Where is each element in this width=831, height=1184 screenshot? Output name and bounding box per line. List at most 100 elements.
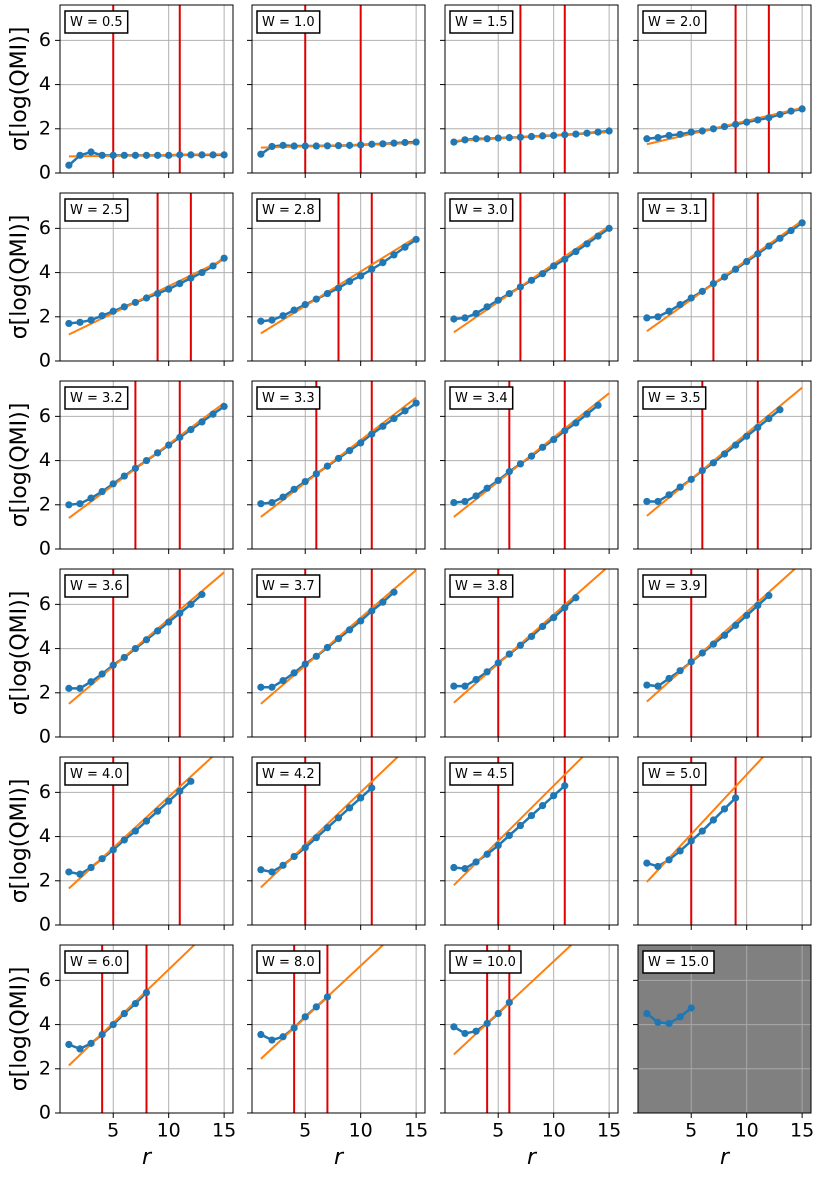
panel: 0 2 4 6 W = 3.6 σ[log(QMI)]: [7, 568, 234, 748]
data-point: [165, 285, 173, 293]
data-point: [142, 456, 151, 465]
data-point: [527, 452, 536, 460]
data-point: [754, 250, 762, 258]
data-point: [483, 303, 491, 311]
data-point: [743, 257, 751, 266]
x-axis-label: r: [720, 1145, 731, 1170]
data-point: [483, 135, 491, 143]
data-point: [720, 450, 729, 458]
data-point: [516, 283, 525, 291]
panel-title: W = 2.0: [648, 15, 701, 30]
y-tick-label: 4: [39, 261, 51, 283]
title-box: [256, 762, 321, 786]
data-point: [505, 134, 513, 142]
data-point: [516, 133, 525, 141]
panel: W = 3.9: [633, 568, 812, 742]
data-point: [731, 621, 740, 629]
data-point: [483, 668, 491, 676]
title-box: [256, 386, 321, 410]
data-point: [109, 151, 117, 159]
data-point: [605, 224, 613, 232]
frame: [251, 756, 426, 926]
frame: [444, 756, 619, 926]
panel-title: W = 3.4: [455, 391, 508, 406]
data-point: [131, 999, 140, 1008]
data-point: [538, 802, 547, 810]
data-point: [220, 402, 228, 411]
x-tick-label: 10: [157, 1120, 181, 1142]
data-point: [257, 683, 265, 691]
data-point: [176, 787, 184, 795]
data-point: [698, 127, 706, 135]
data-point: [698, 466, 706, 475]
x-tick-label: 5: [107, 1120, 119, 1142]
frame: [444, 4, 619, 174]
panel-title: W = 2.5: [70, 203, 123, 218]
data-point: [472, 1027, 480, 1035]
frame: [251, 192, 426, 362]
x-tick-label: 5: [685, 1120, 697, 1142]
title-box: [449, 574, 514, 598]
panel-title: W = 6.0: [70, 955, 123, 970]
panel-title: W = 1.0: [262, 15, 315, 30]
data-point: [323, 824, 332, 832]
y-tick-label: 2: [39, 1057, 51, 1079]
title-box: [256, 198, 321, 222]
title-box: [449, 386, 514, 410]
data-point: [312, 652, 320, 660]
data-point: [743, 118, 751, 126]
data-point: [345, 277, 354, 286]
data-point: [412, 235, 420, 244]
data-point: [187, 151, 195, 159]
data-point: [87, 1039, 95, 1047]
title-box: [642, 10, 707, 34]
data-point: [594, 232, 602, 240]
data-point: [334, 814, 343, 822]
title-box: [256, 10, 321, 34]
data-point: [461, 497, 469, 506]
x-tick-label: 15: [790, 1120, 814, 1142]
data-point: [687, 128, 695, 136]
data-point: [120, 836, 128, 844]
data-point: [494, 296, 502, 304]
data-point: [279, 1033, 287, 1041]
data-point: [198, 151, 206, 159]
y-tick-label: 0: [39, 1102, 51, 1124]
data-point: [665, 131, 673, 140]
title-box: [642, 574, 707, 598]
data-point: [98, 151, 106, 159]
title-box: [449, 10, 514, 34]
title-box: [449, 762, 514, 786]
y-tick-label: 2: [39, 117, 51, 139]
data-point: [301, 660, 309, 668]
data-point: [676, 130, 684, 138]
title-box: [64, 950, 129, 974]
frame: [637, 756, 812, 926]
plot-area: [445, 5, 618, 173]
data-point: [165, 441, 173, 449]
x-tick-label: 5: [299, 1120, 311, 1142]
data-point: [572, 594, 580, 602]
data-point: [268, 683, 276, 691]
data-point: [654, 1018, 662, 1026]
frame: [637, 192, 812, 362]
data-point: [450, 138, 458, 146]
data-point: [665, 1019, 673, 1028]
data-point: [290, 485, 298, 493]
panel-title: W = 3.9: [648, 579, 701, 594]
data-point: [379, 259, 387, 267]
data-point: [676, 667, 684, 675]
data-point: [390, 414, 398, 423]
frame: [59, 192, 234, 362]
data-point: [165, 618, 173, 626]
data-point: [312, 470, 320, 478]
y-tick-label: 2: [39, 869, 51, 891]
panel: W = 1.5: [440, 4, 619, 178]
data-point: [87, 148, 95, 156]
data-point: [165, 797, 173, 805]
data-point: [709, 280, 718, 288]
panel: 0 2 4 6 W = 0.5 σ[log(QMI)]: [7, 4, 234, 184]
data-point: [142, 817, 151, 825]
y-tick-label: 6: [39, 405, 51, 427]
panel: 5 10 15 W = 15.0 r: [633, 944, 814, 1170]
